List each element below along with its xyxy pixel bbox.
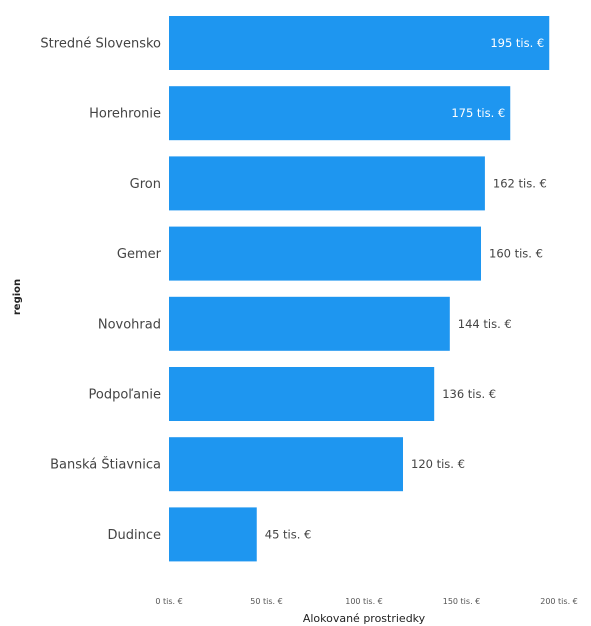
- value-label: 144 tis. €: [458, 317, 512, 331]
- category-label: Horehronie: [89, 107, 161, 122]
- category-label: Novohrad: [98, 317, 161, 332]
- bar: [169, 437, 403, 492]
- y-axis-title: region: [12, 279, 23, 315]
- bar: [169, 16, 550, 70]
- x-tick-labels-group: 0 tis. € 50 tis. € 100 tis. € 150 tis. € 200…: [155, 597, 577, 606]
- x-tick-label: 150 tis. €: [443, 597, 481, 606]
- category-label: Dudince: [108, 528, 162, 543]
- bars-group: [169, 16, 550, 562]
- bar: [169, 507, 257, 562]
- bar: [169, 226, 481, 281]
- category-label: Gemer: [117, 247, 162, 262]
- bar: [169, 367, 435, 421]
- x-axis-title: Alokované prostriedky: [303, 612, 426, 625]
- value-label: 160 tis. €: [489, 247, 543, 261]
- category-label: Stredné Slovensko: [40, 37, 161, 52]
- value-label: 136 tis. €: [442, 387, 496, 401]
- x-tick-label: 50 tis. €: [250, 597, 282, 606]
- value-label: 162 tis. €: [493, 176, 547, 190]
- value-labels-group: 195 tis. € 175 tis. € 162 tis. € 160 tis. €…: [265, 36, 547, 541]
- category-labels-group: Stredné Slovensko Horehronie Gron Gemer Novo…: [40, 37, 161, 543]
- value-label: 45 tis. €: [265, 527, 312, 541]
- value-label: 175 tis. €: [451, 106, 505, 120]
- bar: [169, 86, 511, 141]
- category-label: Banská Štiavnica: [50, 457, 161, 473]
- category-label: Gron: [130, 177, 161, 192]
- value-label: 195 tis. €: [490, 36, 544, 50]
- bar: [169, 156, 485, 211]
- value-label: 120 tis. €: [411, 457, 465, 471]
- bar: [169, 296, 450, 351]
- x-tick-label: 100 tis. €: [345, 597, 383, 606]
- x-tick-label: 0 tis. €: [155, 597, 182, 606]
- x-tick-label: 200 tis. €: [540, 597, 578, 606]
- category-label: Podpoľanie: [89, 388, 161, 403]
